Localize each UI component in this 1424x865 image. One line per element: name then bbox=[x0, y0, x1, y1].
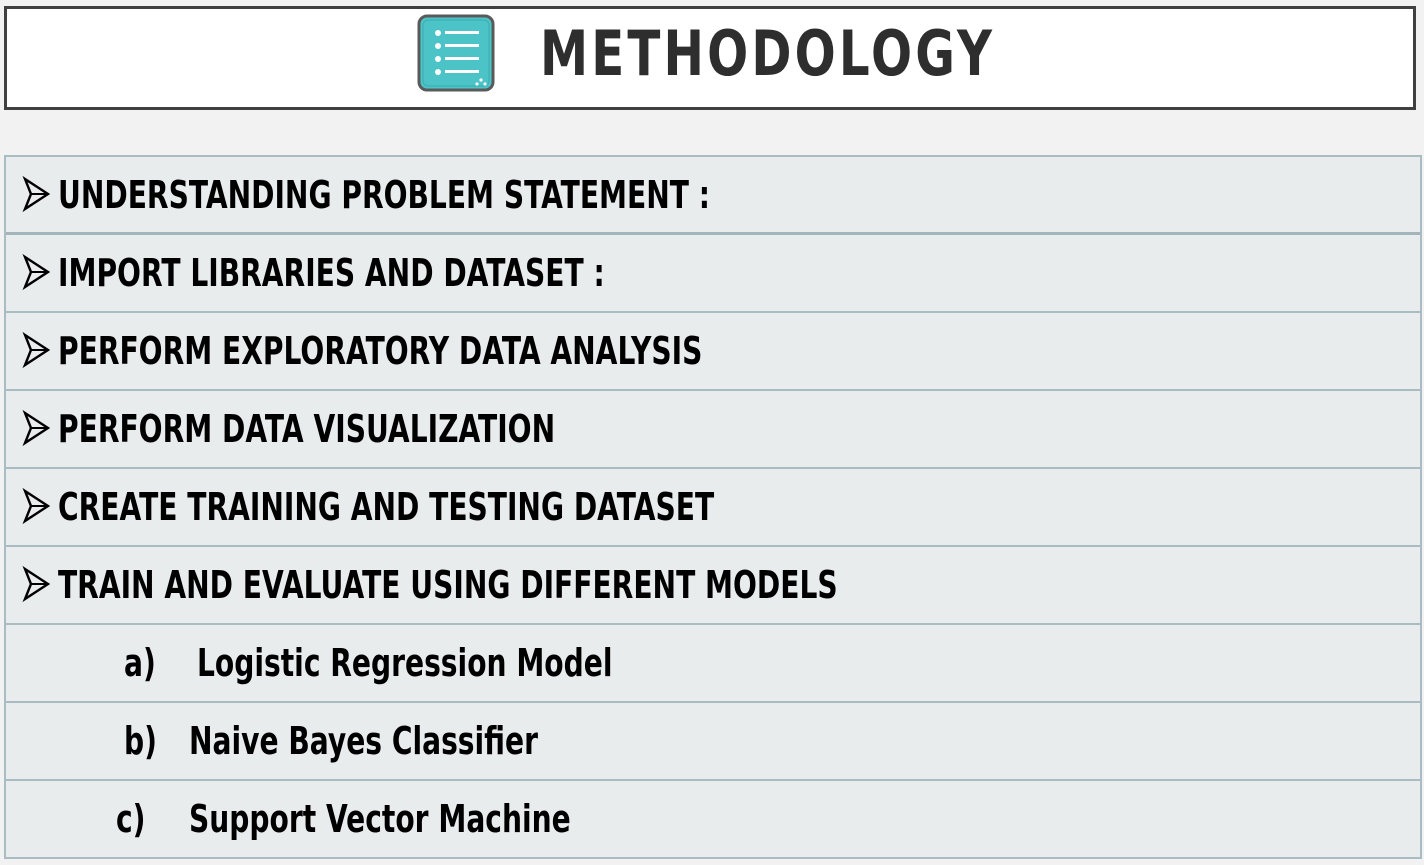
model-item: b) Naive Bayes Classifier bbox=[6, 703, 1420, 781]
list-item: PERFORM EXPLORATORY DATA ANALYSIS bbox=[6, 313, 1420, 391]
list-item: TRAIN AND EVALUATE USING DIFFERENT MODEL… bbox=[6, 547, 1420, 625]
step-label: CREATE TRAINING AND TESTING DATASET bbox=[58, 485, 715, 529]
list-item: IMPORT LIBRARIES AND DATASET : bbox=[6, 235, 1420, 313]
step-label: TRAIN AND EVALUATE USING DIFFERENT MODEL… bbox=[58, 563, 838, 607]
model-item: a) Logistic Regression Model bbox=[6, 625, 1420, 703]
model-label: Naive Bayes Classifier bbox=[189, 719, 538, 763]
list-item: PERFORM DATA VISUALIZATION bbox=[6, 391, 1420, 469]
list-item: UNDERSTANDING PROBLEM STATEMENT : bbox=[6, 157, 1420, 235]
list-document-icon bbox=[417, 14, 495, 92]
model-label: Support Vector Machine bbox=[189, 797, 571, 841]
list-item: CREATE TRAINING AND TESTING DATASET bbox=[6, 469, 1420, 547]
arrow-bullet-icon bbox=[22, 409, 50, 447]
model-marker: c) bbox=[116, 797, 146, 841]
methodology-list: UNDERSTANDING PROBLEM STATEMENT : IMPORT… bbox=[4, 155, 1422, 859]
arrow-bullet-icon bbox=[22, 487, 50, 525]
model-item: c) Support Vector Machine bbox=[6, 781, 1420, 859]
arrow-bullet-icon bbox=[22, 175, 50, 213]
page-title: METHODOLOGY bbox=[540, 17, 996, 90]
step-label: UNDERSTANDING PROBLEM STATEMENT : bbox=[58, 173, 710, 217]
title-banner bbox=[4, 6, 1416, 110]
model-marker: a) bbox=[124, 641, 156, 685]
arrow-bullet-icon bbox=[22, 253, 50, 291]
model-label: Logistic Regression Model bbox=[197, 641, 613, 685]
step-label: PERFORM EXPLORATORY DATA ANALYSIS bbox=[58, 329, 703, 373]
step-label: IMPORT LIBRARIES AND DATASET : bbox=[58, 251, 605, 295]
arrow-bullet-icon bbox=[22, 331, 50, 369]
step-label: PERFORM DATA VISUALIZATION bbox=[58, 407, 556, 451]
model-marker: b) bbox=[124, 719, 157, 763]
arrow-bullet-icon bbox=[22, 565, 50, 603]
